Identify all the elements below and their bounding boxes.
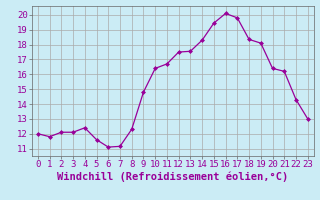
X-axis label: Windchill (Refroidissement éolien,°C): Windchill (Refroidissement éolien,°C) xyxy=(57,172,288,182)
